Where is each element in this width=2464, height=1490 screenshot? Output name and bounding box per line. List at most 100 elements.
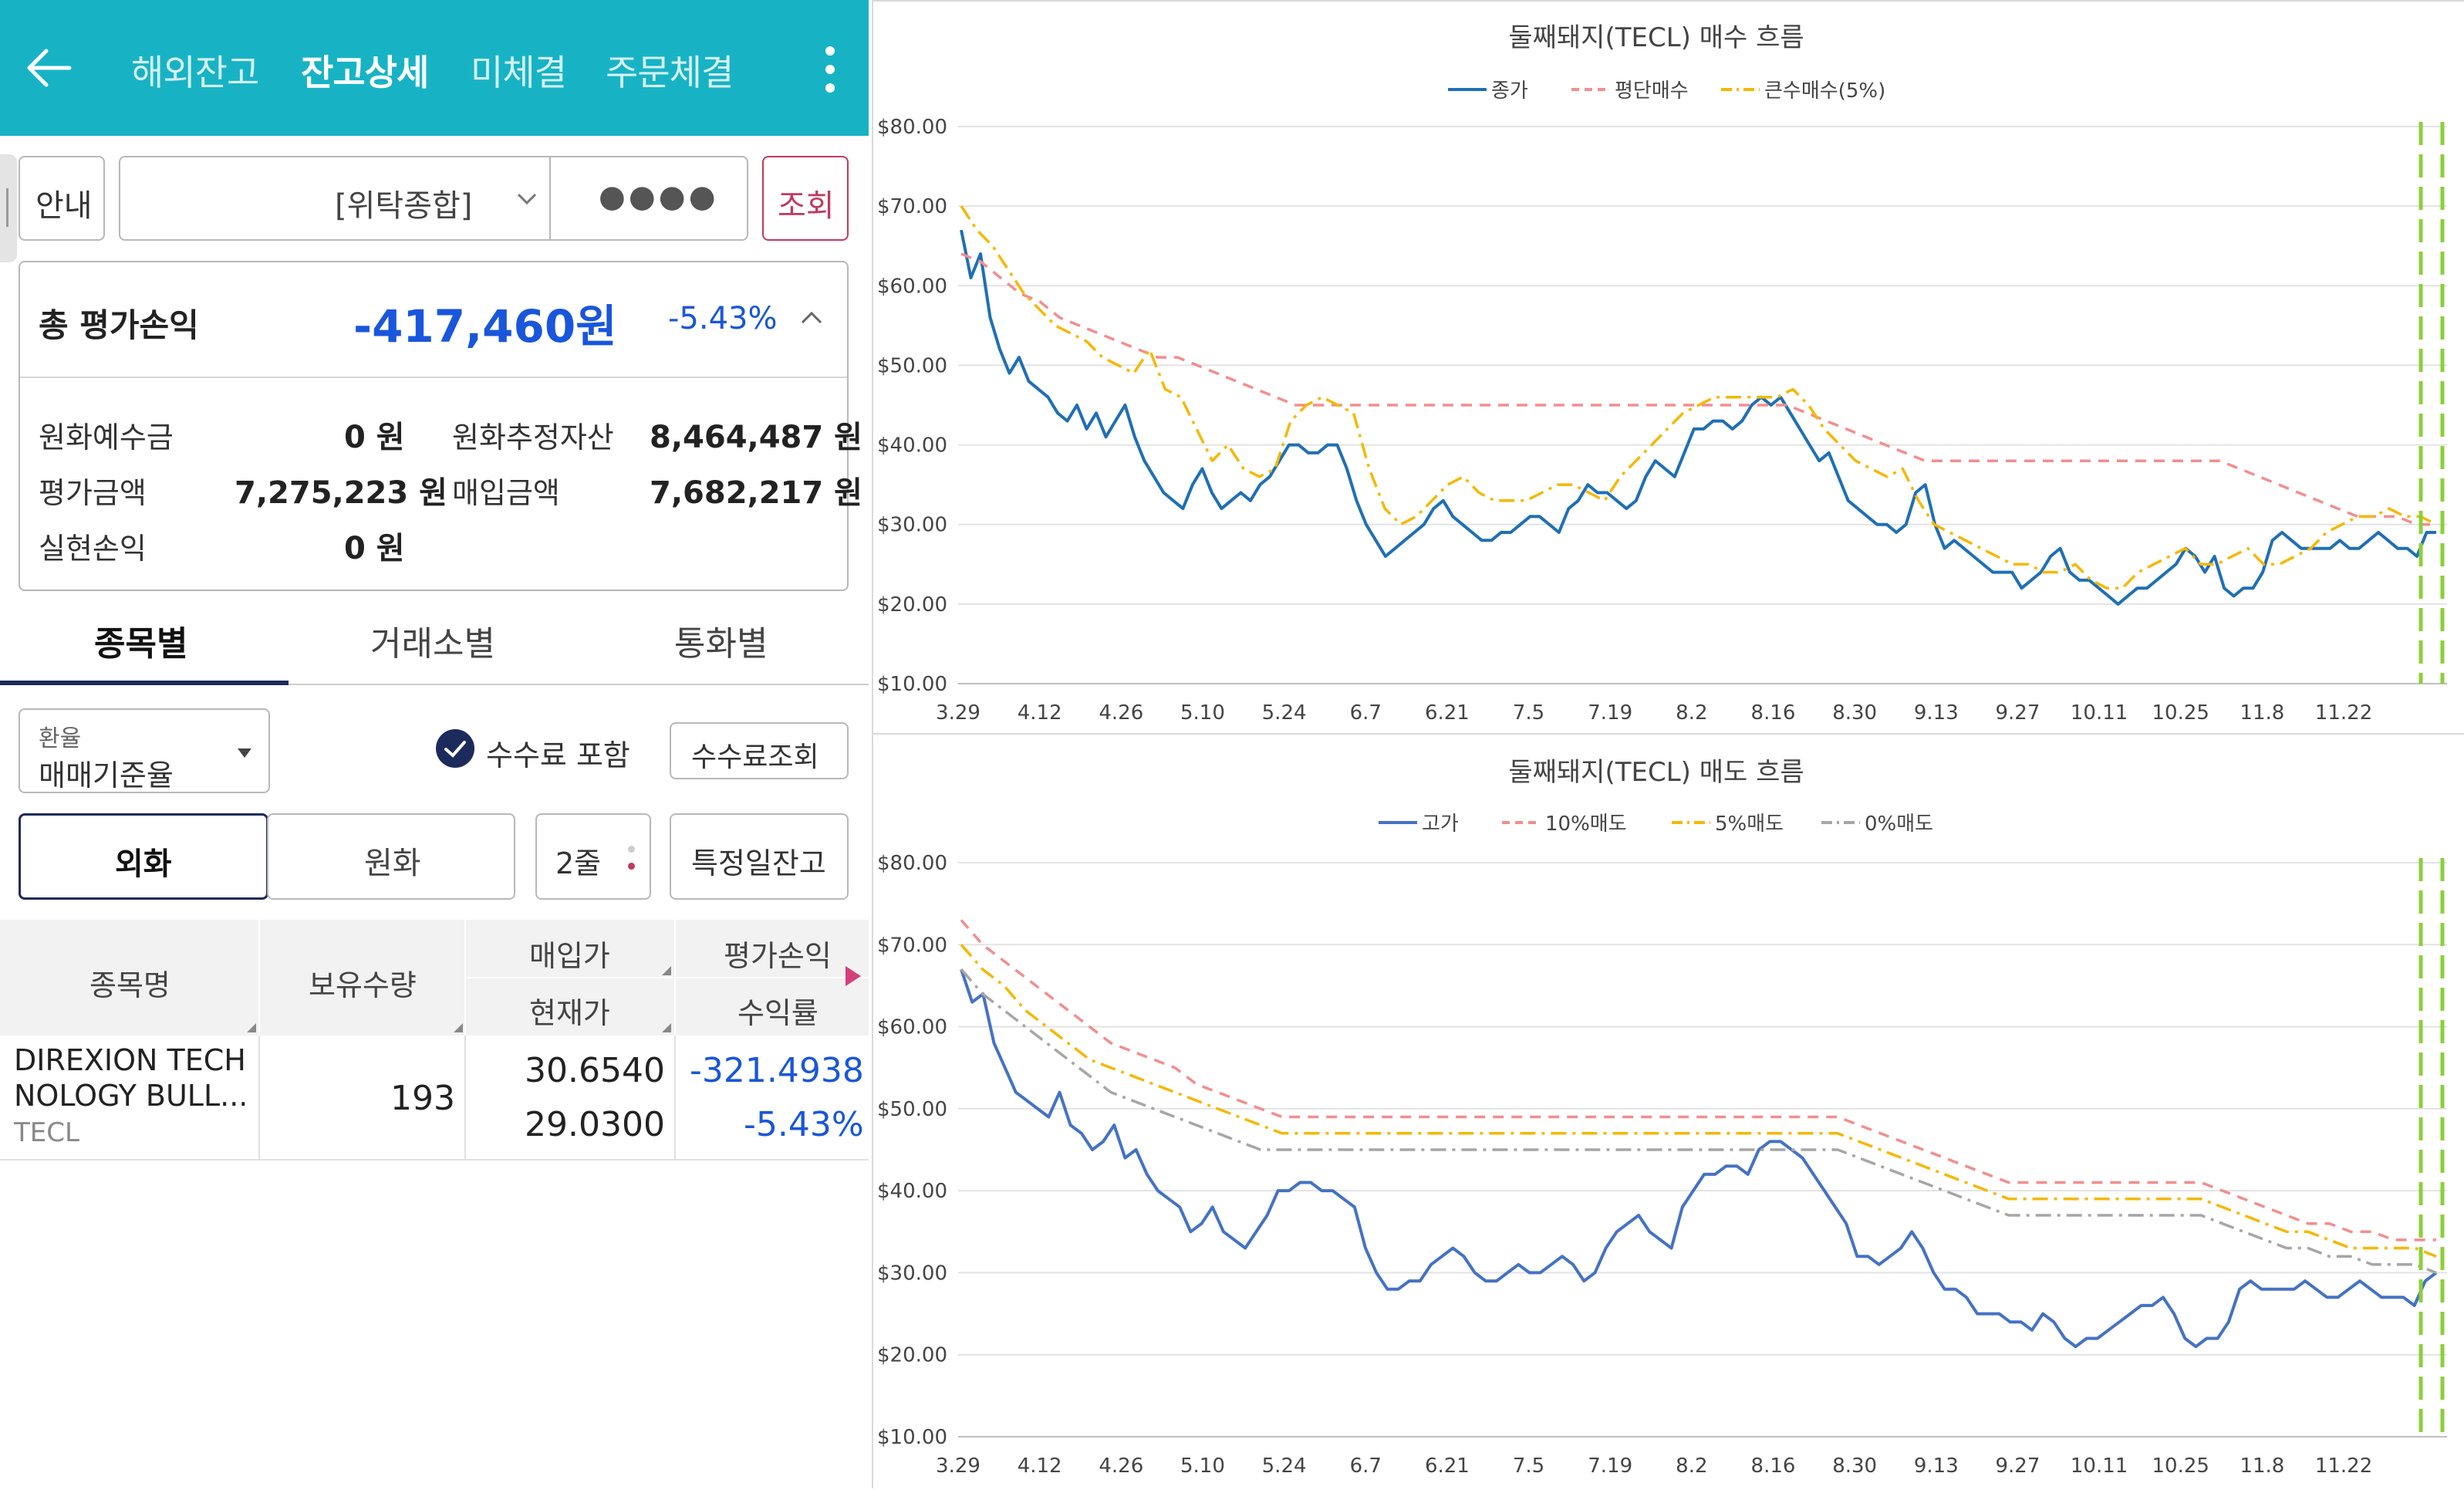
legend-label: 평단매수 [1615,79,1689,103]
chevron-up-icon[interactable] [799,309,824,326]
seg-tab-by-stock[interactable]: 종목별 [94,624,188,664]
tab-balance-detail[interactable]: 잔고상세 [301,52,429,93]
holding-qty: 193 [390,1079,455,1118]
seg-tab-by-currency[interactable]: 통화별 [674,624,768,664]
series-line [960,968,2438,1349]
divider [549,157,551,239]
x-tick-label: 10.11 [2071,701,2128,725]
guide-button-label: 안내 [35,188,93,224]
summary-amount: -417,460원 [353,300,617,353]
account-select[interactable]: [위탁종합] ●●●● [119,156,748,241]
table-row[interactable]: DIREXION TECH NOLOGY BULL... TECL 193 30… [0,1036,869,1161]
x-tick-label: 9.27 [1996,701,2040,725]
legend-label: 0%매도 [1865,813,1933,836]
back-arrow-icon[interactable] [23,37,77,99]
y-tick-label: $30.00 [877,514,947,537]
col-qty[interactable]: 보유수량 [309,968,417,1002]
x-tick-label: 6.7 [1350,1455,1382,1478]
y-tick-label: $70.00 [877,195,947,218]
col-buy-price[interactable]: 매입가 [529,939,610,973]
legend-label: 종가 [1491,79,1528,103]
x-tick-label: 3.29 [936,701,981,725]
currency-foreign-label: 외화 [115,846,172,882]
exchange-rate-label: 환율 [39,725,82,752]
holdings-table-header: 종목명 보유수량 매입가 현재가 평가손익 수익률 [0,920,869,1036]
x-tick-label: 8.16 [1751,701,1796,725]
query-button[interactable]: 조회 [762,156,849,241]
series-line [960,205,2437,590]
fee-include-checkbox[interactable] [435,728,475,769]
eval-pnl: -321.4938 [690,1051,864,1090]
rows-select-label: 2줄 [555,846,602,880]
currency-foreign-toggle[interactable]: 외화 [19,813,268,900]
sort-corner-icon [662,1023,671,1032]
guide-button[interactable]: 안내 [19,156,105,241]
krw-est-asset-value: 8,464,487 원 [650,420,862,455]
x-tick-label: 8.2 [1676,701,1707,725]
col-pnl[interactable]: 평가손익 [724,939,832,973]
chart-title: 둘째돼지(TECL) 매수 흐름 [1508,22,1804,53]
col-split [674,1036,676,1159]
y-tick-label: $10.00 [877,1426,947,1449]
summary-percent: -5.43% [668,301,778,336]
seg-tab-by-exchange[interactable]: 거래소별 [370,624,495,664]
x-tick-label: 5.24 [1262,701,1307,725]
currency-krw-toggle[interactable]: 원화 [267,813,515,900]
y-tick-label: $80.00 [877,116,947,139]
specific-date-label: 특정일잔고 [691,846,826,880]
sort-corner-icon [662,966,671,975]
chevron-down-icon [517,193,537,205]
rows-select[interactable]: 2줄 [535,813,651,900]
more-menu-icon[interactable] [815,40,846,99]
return-rate: -5.43% [744,1105,864,1144]
y-tick-label: $40.00 [877,1180,947,1203]
y-tick-label: $20.00 [877,593,947,617]
sort-corner-icon [454,1023,463,1032]
col-split [464,920,466,1036]
tab-unfilled[interactable]: 미체결 [471,52,567,93]
stock-name-line1: DIREXION TECH [14,1043,246,1077]
chart-title: 둘째돼지(TECL) 매도 흐름 [1508,757,1804,788]
y-tick-label: $50.00 [877,1098,947,1121]
tab-order-filled[interactable]: 주문체결 [606,52,734,93]
specific-date-balance-button[interactable]: 특정일잔고 [670,813,849,900]
x-tick-label: 8.2 [1676,1455,1707,1478]
y-tick-label: $30.00 [877,1262,947,1285]
col-split [258,1036,260,1159]
scroll-right-icon[interactable] [844,965,862,988]
password-field[interactable]: ●●●● [599,179,719,215]
buy-flow-chart-panel: 둘째돼지(TECL) 매수 흐름 종가 평단매수 큰수매수(5%) $10.00 $20.… [872,0,2464,733]
y-tick-label: $60.00 [877,1016,947,1039]
x-tick-label: 4.12 [1018,701,1062,725]
fee-query-button[interactable]: 수수료조회 [670,722,849,779]
summary-title: 총 평가손익 [39,306,199,344]
x-tick-label: 7.19 [1588,1455,1632,1478]
col-current-price[interactable]: 현재가 [529,996,610,1030]
stock-name-line2: NOLOGY BULL... [14,1079,248,1113]
tab-overseas-balance[interactable]: 해외잔고 [131,52,259,93]
legend-label: 큰수매수(5%) [1764,79,1885,103]
col-split [258,920,260,1036]
col-name[interactable]: 종목명 [89,968,170,1002]
krw-deposit-value: 0 원 [344,420,405,455]
x-tick-label: 7.5 [1513,1455,1544,1478]
x-tick-label: 10.25 [2152,701,2209,725]
exchange-rate-select[interactable]: 환율 매매기준율 [19,708,270,793]
side-drawer-handle[interactable] [0,154,17,262]
header-row-split [466,977,869,978]
x-tick-label: 7.5 [1513,701,1544,725]
x-tick-label: 5.10 [1180,701,1225,725]
y-tick-label: $80.00 [877,852,947,875]
col-split [674,920,676,1036]
x-tick-label: 8.30 [1832,1455,1877,1478]
currency-krw-label: 원화 [364,846,421,881]
y-tick-label: $70.00 [877,934,947,957]
x-tick-label: 4.26 [1099,1455,1143,1478]
krw-deposit-label: 원화예수금 [39,421,174,454]
col-return[interactable]: 수익률 [738,996,819,1030]
x-tick-label: 11.22 [2315,1455,2372,1478]
dropdown-caret-icon [238,748,251,758]
segment-indicator [0,681,289,685]
